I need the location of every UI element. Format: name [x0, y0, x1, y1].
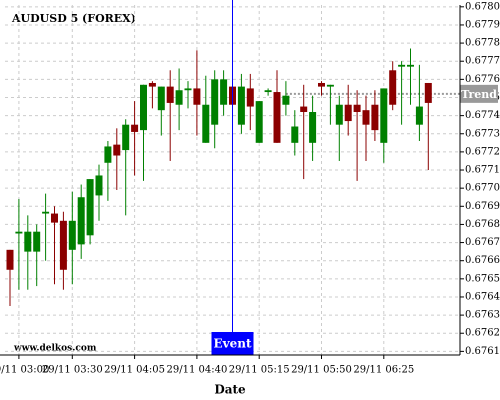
candle-body — [211, 79, 219, 125]
y-tick-label: 0.6769 — [465, 201, 500, 212]
candle-body — [140, 84, 147, 131]
candle-body — [237, 86, 245, 125]
y-tick-label: 0.6765 — [465, 273, 500, 284]
candle-body — [104, 146, 112, 163]
y-tick-label: 0.6764 — [465, 291, 500, 302]
candle-body — [175, 90, 183, 105]
candle-body — [300, 106, 308, 112]
y-tick-label: 0.6777 — [465, 56, 500, 67]
y-tick-label: 0.6773 — [465, 128, 500, 139]
candle-body — [398, 64, 406, 67]
y-tick-label: 0.6774 — [465, 110, 500, 121]
candle-body — [95, 175, 103, 196]
candle-body — [264, 90, 272, 93]
candle-body — [246, 88, 254, 107]
candle-body — [68, 220, 76, 250]
y-tick-label: 0.6762 — [465, 328, 500, 339]
candle-body — [220, 79, 228, 105]
candle-body — [15, 231, 23, 234]
candle-body — [380, 88, 388, 143]
y-tick-label: 0.6767 — [465, 237, 500, 248]
candle-body — [184, 88, 192, 91]
candle-body — [353, 104, 361, 112]
candle-body — [309, 111, 317, 143]
candle-body — [273, 92, 281, 143]
candle-body — [59, 220, 67, 270]
y-tick-label: 0.6761 — [465, 346, 500, 357]
candle-body — [389, 70, 397, 105]
candle-body — [255, 101, 263, 143]
candle-body — [282, 95, 290, 105]
candle-body — [157, 86, 165, 111]
candle-body — [33, 231, 41, 252]
candle-body — [6, 249, 14, 270]
candle-body — [166, 86, 174, 103]
x-tick-label: 29/11 05:50 — [291, 365, 352, 376]
event-box — [211, 332, 254, 355]
x-tick-label: 29/11 03:00 — [0, 365, 49, 376]
x-tick-label: 29/11 06:25 — [353, 365, 414, 376]
candle-body — [362, 110, 370, 125]
candle-body — [407, 64, 414, 67]
trend-label: Trend — [461, 88, 497, 101]
candle-body — [86, 179, 94, 236]
chart-title: AUDUSD 5 (FOREX) — [11, 12, 136, 25]
x-tick-label: 29/11 05:15 — [229, 365, 290, 376]
candle-body — [131, 124, 139, 132]
candle-body — [122, 124, 130, 151]
candle-body — [202, 104, 210, 143]
y-tick-label: 0.6780 — [465, 1, 500, 12]
y-tick-label: 0.6766 — [465, 255, 500, 266]
candle-body — [424, 82, 432, 103]
trend-label-box — [460, 84, 498, 103]
candle-body — [318, 82, 325, 87]
y-tick-label: 0.6771 — [465, 165, 500, 176]
x-axis-label: Date — [214, 383, 246, 397]
candle-body — [42, 211, 50, 214]
candle-body — [77, 197, 85, 245]
y-tick-label: 0.6768 — [465, 219, 500, 230]
candle-body — [148, 82, 156, 87]
y-tick-label: 0.6770 — [465, 183, 500, 194]
x-tick-label: 29/11 03:30 — [42, 365, 103, 376]
y-tick-label: 0.6763 — [465, 310, 500, 321]
watermark: www.delkos.com — [13, 344, 97, 354]
x-tick-label: 29/11 04:05 — [104, 365, 165, 376]
y-tick-label: 0.6778 — [465, 38, 500, 49]
x-tick-label: 29/11 04:40 — [166, 365, 227, 376]
y-tick-label: 0.6776 — [465, 74, 500, 85]
candle-body — [291, 126, 299, 143]
candle-body — [24, 231, 32, 252]
candle-body — [51, 213, 58, 223]
y-tick-label: 0.6779 — [465, 19, 500, 30]
candle-body — [193, 88, 201, 105]
candle-body — [335, 104, 343, 125]
candle-body — [344, 104, 352, 122]
event-label: Event — [213, 337, 251, 351]
candle-body — [326, 84, 334, 87]
candle-body — [371, 104, 379, 131]
y-tick-label: 0.6772 — [465, 146, 500, 157]
candle-body — [113, 144, 121, 156]
candle-body — [415, 106, 423, 125]
